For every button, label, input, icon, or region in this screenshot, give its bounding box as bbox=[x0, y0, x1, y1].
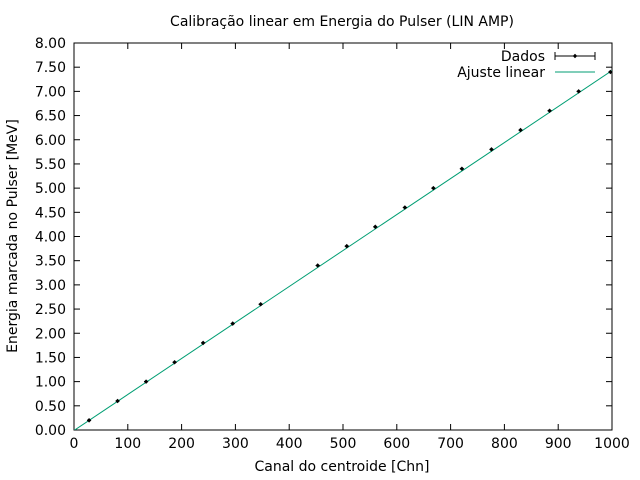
data-point bbox=[489, 147, 494, 152]
x-axis: 0 100 200 300 400 500 600 700 800 900 1000 bbox=[70, 43, 630, 452]
y-tick-label: 0.00 bbox=[35, 423, 66, 439]
data-point bbox=[576, 89, 581, 94]
y-axis-label: Energia marcada no Pulser [MeV] bbox=[5, 119, 21, 353]
data-point bbox=[431, 185, 436, 191]
x-tick-label: 400 bbox=[276, 436, 303, 452]
plot-frame bbox=[73, 42, 613, 431]
y-tick-label: 1.50 bbox=[35, 350, 66, 366]
x-axis-label: Canal do centroide [Chn] bbox=[254, 459, 429, 475]
data-point bbox=[172, 360, 177, 365]
data-point bbox=[344, 243, 350, 249]
fit-line bbox=[74, 70, 612, 430]
data-marker bbox=[344, 243, 350, 249]
x-tick-label: 100 bbox=[114, 436, 141, 452]
y-tick-label: 7.50 bbox=[35, 60, 66, 76]
x-tick-label: 700 bbox=[437, 436, 464, 452]
data-point bbox=[402, 205, 408, 210]
y-tick-label: 2.00 bbox=[35, 326, 66, 342]
data-point bbox=[518, 127, 523, 133]
data-marker bbox=[518, 127, 523, 133]
legend: Dados Ajuste linear bbox=[457, 49, 596, 81]
data-point bbox=[373, 224, 378, 230]
data-point bbox=[86, 418, 92, 423]
x-tick-label: 200 bbox=[168, 436, 195, 452]
chart-title: Calibração linear em Energia do Pulser (… bbox=[170, 14, 514, 30]
data-marker bbox=[86, 418, 92, 423]
x-tick-label: 1000 bbox=[594, 436, 630, 452]
y-tick-label: 7.00 bbox=[35, 84, 66, 100]
y-tick-label: 8.00 bbox=[35, 36, 66, 52]
y-tick-label: 4.50 bbox=[35, 205, 66, 221]
data-marker bbox=[115, 398, 120, 404]
data-marker bbox=[489, 147, 494, 152]
data-marker bbox=[373, 224, 378, 230]
fit-layer bbox=[74, 70, 612, 430]
x-tick-label: 300 bbox=[222, 436, 249, 452]
data-marker bbox=[576, 89, 581, 94]
y-tick-label: 3.00 bbox=[35, 278, 66, 294]
legend-dados-marker bbox=[572, 53, 578, 59]
data-marker bbox=[258, 301, 263, 307]
data-marker bbox=[547, 108, 552, 113]
legend-sample-dados bbox=[554, 52, 596, 60]
data-point bbox=[315, 263, 320, 268]
y-tick-label: 6.50 bbox=[35, 109, 66, 125]
x-tick-label: 900 bbox=[545, 436, 572, 452]
data-point bbox=[115, 398, 120, 404]
data-marker bbox=[402, 205, 408, 210]
data-point bbox=[547, 108, 552, 113]
y-tick-label: 5.50 bbox=[35, 157, 66, 173]
legend-label-ajuste: Ajuste linear bbox=[457, 65, 545, 81]
y-axis: 0.00 0.50 1.00 1.50 2.00 2.50 3.00 3.50 4.00 4.50… bbox=[35, 36, 612, 439]
data-marker bbox=[459, 166, 465, 172]
legend-label-dados: Dados bbox=[501, 49, 545, 65]
y-tick-label: 5.00 bbox=[35, 181, 66, 197]
x-tick-label: 500 bbox=[330, 436, 357, 452]
y-tick-label: 3.50 bbox=[35, 254, 66, 270]
data-point bbox=[258, 301, 263, 307]
x-tick-label: 0 bbox=[70, 436, 79, 452]
y-tick-label: 0.50 bbox=[35, 399, 66, 415]
y-tick-label: 1.00 bbox=[35, 375, 66, 391]
y-tick-label: 4.00 bbox=[35, 230, 66, 246]
data-marker bbox=[172, 360, 177, 365]
data-point bbox=[459, 166, 465, 172]
data-point bbox=[200, 340, 206, 346]
data-marker bbox=[315, 263, 320, 268]
data-marker bbox=[200, 340, 206, 346]
y-tick-label: 2.50 bbox=[35, 302, 66, 318]
y-tick-label: 6.00 bbox=[35, 133, 66, 149]
data-marker bbox=[431, 185, 436, 191]
data-marker bbox=[230, 321, 235, 326]
data-point bbox=[230, 321, 235, 326]
x-tick-label: 600 bbox=[383, 436, 410, 452]
x-tick-label: 800 bbox=[491, 436, 518, 452]
